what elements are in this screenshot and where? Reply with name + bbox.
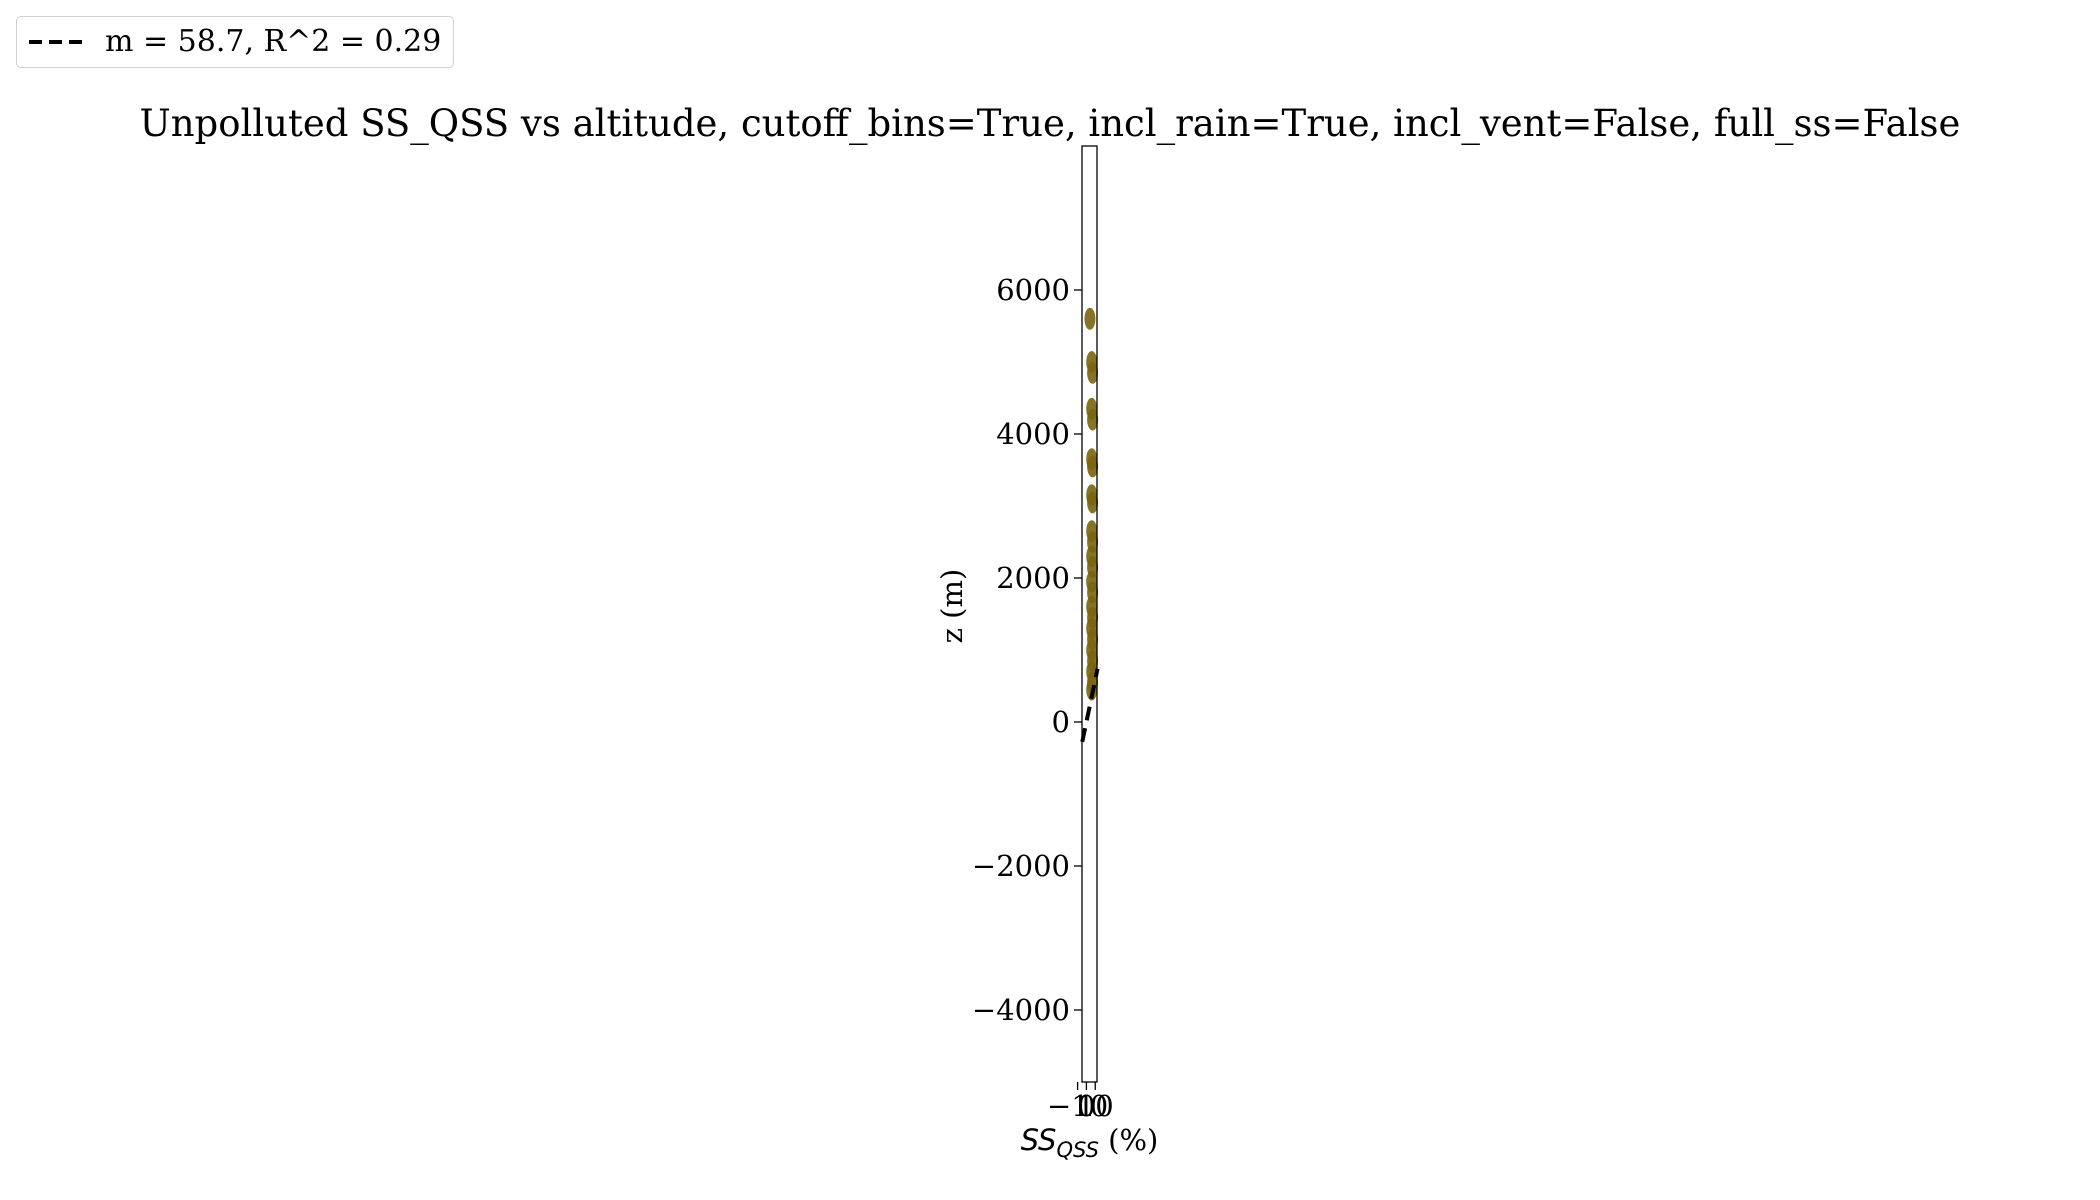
scatter-point-6: [1087, 455, 1099, 478]
legend-label: m = 58.7, R^2 = 0.29: [105, 24, 442, 59]
y-tick-label-2: 0: [1052, 705, 1070, 739]
legend: m = 58.7, R^2 = 0.29: [16, 16, 455, 68]
y-tick-label-5: 6000: [996, 273, 1070, 307]
legend-dashed-line-icon: [29, 40, 85, 44]
y-tick-label-4: 4000: [996, 417, 1070, 451]
y-tick-label-1: −2000: [972, 849, 1070, 883]
fit-line: [1080, 668, 1100, 743]
x-axis-label: SSQSS (%): [1021, 1123, 1159, 1162]
x-tick-label-2: 10: [1077, 1089, 1114, 1123]
axes-frame: [1081, 145, 1098, 1083]
scatter-point-2: [1087, 361, 1099, 384]
chart-title: Unpolluted SS_QSS vs altitude, cutoff_bi…: [139, 102, 1961, 145]
scatter-point-0: [1084, 307, 1096, 330]
y-tick-label-3: 2000: [996, 561, 1070, 595]
scatter-point-8: [1087, 491, 1099, 514]
y-axis-label: z (m): [935, 569, 969, 644]
x-tick-label-1: 0: [1077, 1089, 1095, 1123]
x-tick-label-0: −10: [1047, 1089, 1108, 1123]
scatter-point-4: [1087, 408, 1099, 431]
y-tick-label-0: −4000: [972, 993, 1070, 1027]
